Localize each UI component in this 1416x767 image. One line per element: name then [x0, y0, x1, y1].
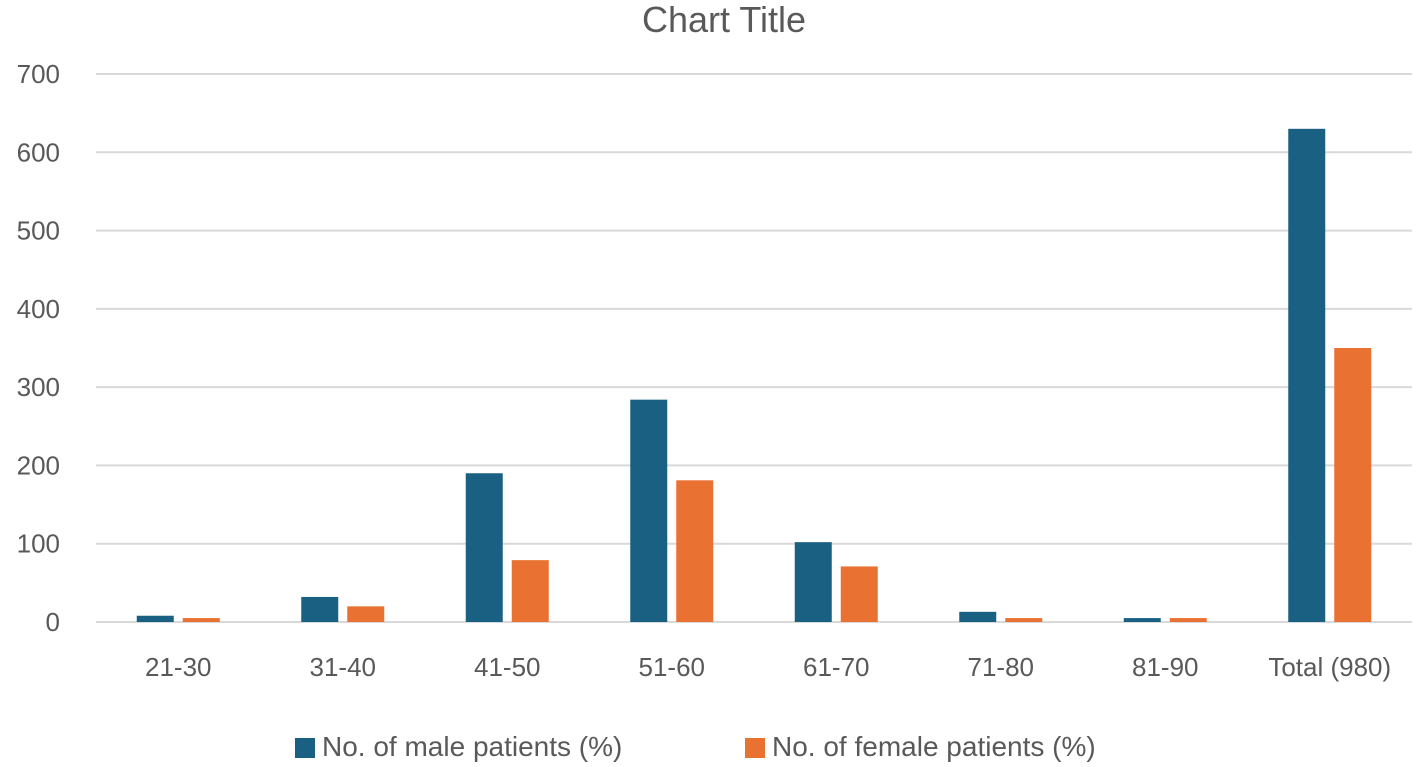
- gridlines: [96, 73, 1412, 623]
- bar-female-7: [1334, 348, 1372, 622]
- y-tick-label: 600: [17, 137, 60, 167]
- bar-female-6: [1169, 618, 1207, 622]
- bar-male-2: [465, 473, 503, 622]
- bar-female-5: [1005, 618, 1043, 622]
- bar-male-6: [1123, 618, 1161, 622]
- y-tick-label: 0: [46, 607, 60, 637]
- legend-label-female: No. of female patients (%): [772, 731, 1096, 762]
- x-tick-label: 61-70: [803, 652, 870, 682]
- bar-female-1: [347, 606, 385, 622]
- bar-male-5: [959, 611, 997, 622]
- legend-swatch-male: [295, 738, 315, 758]
- y-tick-label: 700: [17, 59, 60, 89]
- x-tick-label: Total (980): [1268, 652, 1391, 682]
- legend: No. of male patients (%) No. of female pa…: [295, 731, 1096, 762]
- legend-swatch-female: [745, 738, 765, 758]
- bar-female-3: [676, 480, 714, 622]
- x-tick-label: 71-80: [968, 652, 1035, 682]
- bar-male-0: [136, 615, 174, 622]
- bar-male-7: [1288, 128, 1326, 623]
- bar-female-4: [840, 566, 878, 622]
- x-axis-ticks: 21-30 31-40 41-50 51-60 61-70 71-80 81-90 Total…: [145, 652, 1391, 682]
- x-tick-label: 31-40: [310, 652, 377, 682]
- x-tick-label: 41-50: [474, 652, 541, 682]
- x-tick-label: 21-30: [145, 652, 212, 682]
- bar-male-4: [794, 542, 832, 622]
- y-axis-ticks: 0 100 200 300 400 500 600 700: [17, 59, 60, 637]
- y-tick-label: 500: [17, 216, 60, 246]
- y-tick-label: 200: [17, 450, 60, 480]
- y-tick-label: 100: [17, 529, 60, 559]
- bars: [136, 128, 1372, 623]
- y-tick-label: 400: [17, 294, 60, 324]
- legend-label-male: No. of male patients (%): [322, 731, 622, 762]
- bar-male-1: [301, 596, 339, 622]
- x-tick-label: 81-90: [1132, 652, 1199, 682]
- bar-male-3: [630, 399, 668, 622]
- y-tick-label: 300: [17, 372, 60, 402]
- bar-female-2: [511, 560, 549, 622]
- x-tick-label: 51-60: [639, 652, 706, 682]
- bar-female-0: [182, 618, 220, 622]
- chart-title: Chart Title: [642, 0, 806, 40]
